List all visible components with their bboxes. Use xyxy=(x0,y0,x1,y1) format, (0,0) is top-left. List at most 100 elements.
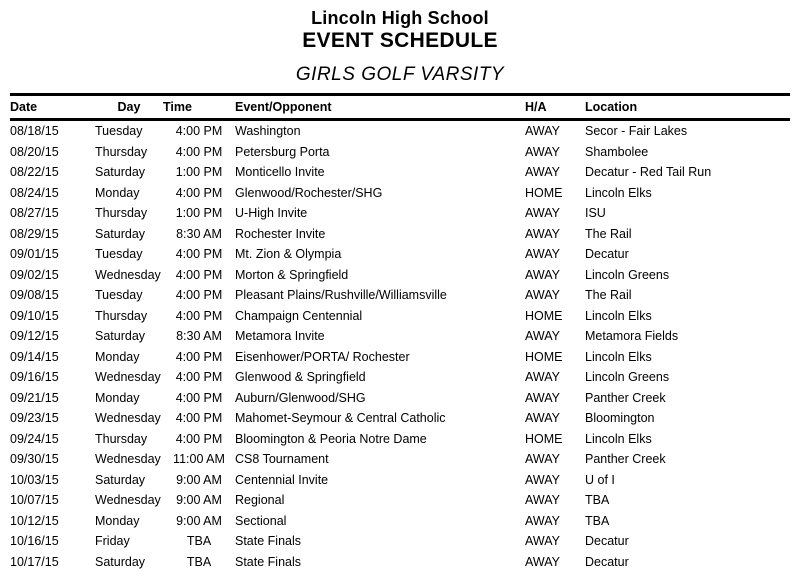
table-row: 09/10/15 Thursday 4:00 PM Champaign Cent… xyxy=(10,306,790,327)
cell-event: Regional xyxy=(235,493,285,508)
cell-event: Auburn/Glenwood/SHG xyxy=(235,390,366,405)
cell-ha: AWAY xyxy=(525,247,560,262)
cell-ha: HOME xyxy=(525,349,563,364)
cell-time: 4:00 PM xyxy=(175,267,223,282)
cell-date: 09/01/15 xyxy=(10,247,59,262)
cell-day: Thursday xyxy=(95,206,148,221)
cell-date: 09/16/15 xyxy=(10,370,59,385)
cell-time: 8:30 AM xyxy=(176,226,222,241)
table-row: 08/20/15 Thursday 4:00 PM Petersburg Por… xyxy=(10,142,790,163)
cell-date: 08/20/15 xyxy=(10,144,59,159)
cell-date: 10/03/15 xyxy=(10,472,59,487)
cell-location: Lincoln Greens xyxy=(585,267,670,282)
cell-ha: AWAY xyxy=(525,144,560,159)
cell-time: 1:00 PM xyxy=(175,165,223,180)
cell-event: CS8 Tournament xyxy=(235,452,329,467)
cell-event: Glenwood & Springfield xyxy=(235,370,366,385)
cell-location: Lincoln Greens xyxy=(585,370,670,385)
cell-time: 1:00 PM xyxy=(175,206,223,221)
cell-date: 09/08/15 xyxy=(10,288,59,303)
cell-date: 08/29/15 xyxy=(10,226,59,241)
cell-ha: HOME xyxy=(525,185,563,200)
cell-location: Decatur xyxy=(585,554,629,569)
table-row: 09/24/15 Thursday 4:00 PM Bloomington & … xyxy=(10,429,790,450)
cell-ha: AWAY xyxy=(525,370,560,385)
table-row: 08/29/15 Saturday 8:30 AM Rochester Invi… xyxy=(10,224,790,245)
column-header-date: Date xyxy=(10,100,38,114)
table-row: 09/23/15 Wednesday 4:00 PM Mahomet-Seymo… xyxy=(10,408,790,429)
school-name: Lincoln High School xyxy=(311,8,489,28)
cell-day: Thursday xyxy=(95,431,148,446)
cell-location: The Rail xyxy=(585,226,632,241)
cell-location: Lincoln Elks xyxy=(585,185,652,200)
cell-event: Pleasant Plains/Rushville/Williamsville xyxy=(235,288,447,303)
table-row: 09/12/15 Saturday 8:30 AM Metamora Invit… xyxy=(10,326,790,347)
cell-ha: AWAY xyxy=(525,165,560,180)
cell-location: Secor - Fair Lakes xyxy=(585,124,688,139)
cell-event: Mt. Zion & Olympia xyxy=(235,247,342,262)
table-row: 08/18/15 Tuesday 4:00 PM Washington AWAY… xyxy=(10,120,790,142)
cell-time: 8:30 AM xyxy=(176,329,222,344)
cell-location: U of I xyxy=(585,472,615,487)
cell-date: 10/12/15 xyxy=(10,513,59,528)
cell-ha: AWAY xyxy=(525,390,560,405)
team-title: GIRLS GOLF VARSITY xyxy=(295,64,505,85)
cell-location: Lincoln Elks xyxy=(585,349,652,364)
cell-time: TBA xyxy=(186,554,212,569)
cell-time: 4:00 PM xyxy=(175,288,223,303)
cell-time: 4:00 PM xyxy=(175,411,223,426)
cell-location: Shambolee xyxy=(585,144,649,159)
cell-day: Saturday xyxy=(95,472,146,487)
column-header-event: Event/Opponent xyxy=(235,100,332,114)
cell-event: State Finals xyxy=(235,534,302,549)
cell-time: 4:00 PM xyxy=(175,185,223,200)
cell-time: 4:00 PM xyxy=(175,370,223,385)
cell-day: Monday xyxy=(95,513,140,528)
cell-day: Monday xyxy=(95,349,140,364)
table-row: 09/08/15 Tuesday 4:00 PM Pleasant Plains… xyxy=(10,285,790,306)
table-row: 08/27/15 Thursday 1:00 PM U-High Invite … xyxy=(10,203,790,224)
cell-date: 10/07/15 xyxy=(10,493,59,508)
cell-time: 4:00 PM xyxy=(175,390,223,405)
cell-date: 10/16/15 xyxy=(10,534,59,549)
table-row: 10/07/15 Wednesday 9:00 AM Regional AWAY… xyxy=(10,490,790,511)
column-header-location: Location xyxy=(585,100,638,114)
cell-ha: AWAY xyxy=(525,288,560,303)
cell-ha: AWAY xyxy=(525,452,560,467)
cell-event: Rochester Invite xyxy=(235,226,326,241)
cell-day: Wednesday xyxy=(95,493,161,508)
cell-ha: AWAY xyxy=(525,534,560,549)
cell-day: Saturday xyxy=(95,554,146,569)
table-row: 09/16/15 Wednesday 4:00 PM Glenwood & Sp… xyxy=(10,367,790,388)
table-row: 09/21/15 Monday 4:00 PM Auburn/Glenwood/… xyxy=(10,388,790,409)
table-row: 10/17/15 Saturday TBA State Finals AWAY … xyxy=(10,552,790,573)
cell-day: Monday xyxy=(95,390,140,405)
cell-ha: HOME xyxy=(525,431,563,446)
cell-date: 09/21/15 xyxy=(10,390,59,405)
cell-day: Wednesday xyxy=(95,411,161,426)
column-header-day: Day xyxy=(117,100,141,114)
table-row: 08/24/15 Monday 4:00 PM Glenwood/Rochest… xyxy=(10,183,790,204)
cell-location: Lincoln Elks xyxy=(585,431,652,446)
table-row: 09/30/15 Wednesday 11:00 AM CS8 Tourname… xyxy=(10,449,790,470)
cell-time: 4:00 PM xyxy=(175,349,223,364)
cell-event: Centennial Invite xyxy=(235,472,329,487)
cell-ha: AWAY xyxy=(525,472,560,487)
title-block: Lincoln High School EVENT SCHEDULE GIRLS… xyxy=(0,0,800,86)
cell-event: Morton & Springfield xyxy=(235,267,349,282)
cell-location: The Rail xyxy=(585,288,632,303)
cell-time: 9:00 AM xyxy=(176,493,222,508)
cell-ha: AWAY xyxy=(525,493,560,508)
cell-date: 09/23/15 xyxy=(10,411,59,426)
cell-ha: AWAY xyxy=(525,267,560,282)
cell-date: 09/14/15 xyxy=(10,349,59,364)
cell-event: Champaign Centennial xyxy=(235,308,363,323)
cell-ha: HOME xyxy=(525,308,563,323)
cell-location: Decatur xyxy=(585,534,629,549)
table-row: 09/01/15 Tuesday 4:00 PM Mt. Zion & Olym… xyxy=(10,244,790,265)
cell-day: Tuesday xyxy=(95,124,143,139)
column-header-time: Time xyxy=(163,100,192,114)
cell-day: Monday xyxy=(95,185,140,200)
cell-day: Saturday xyxy=(95,329,146,344)
cell-day: Saturday xyxy=(95,226,146,241)
